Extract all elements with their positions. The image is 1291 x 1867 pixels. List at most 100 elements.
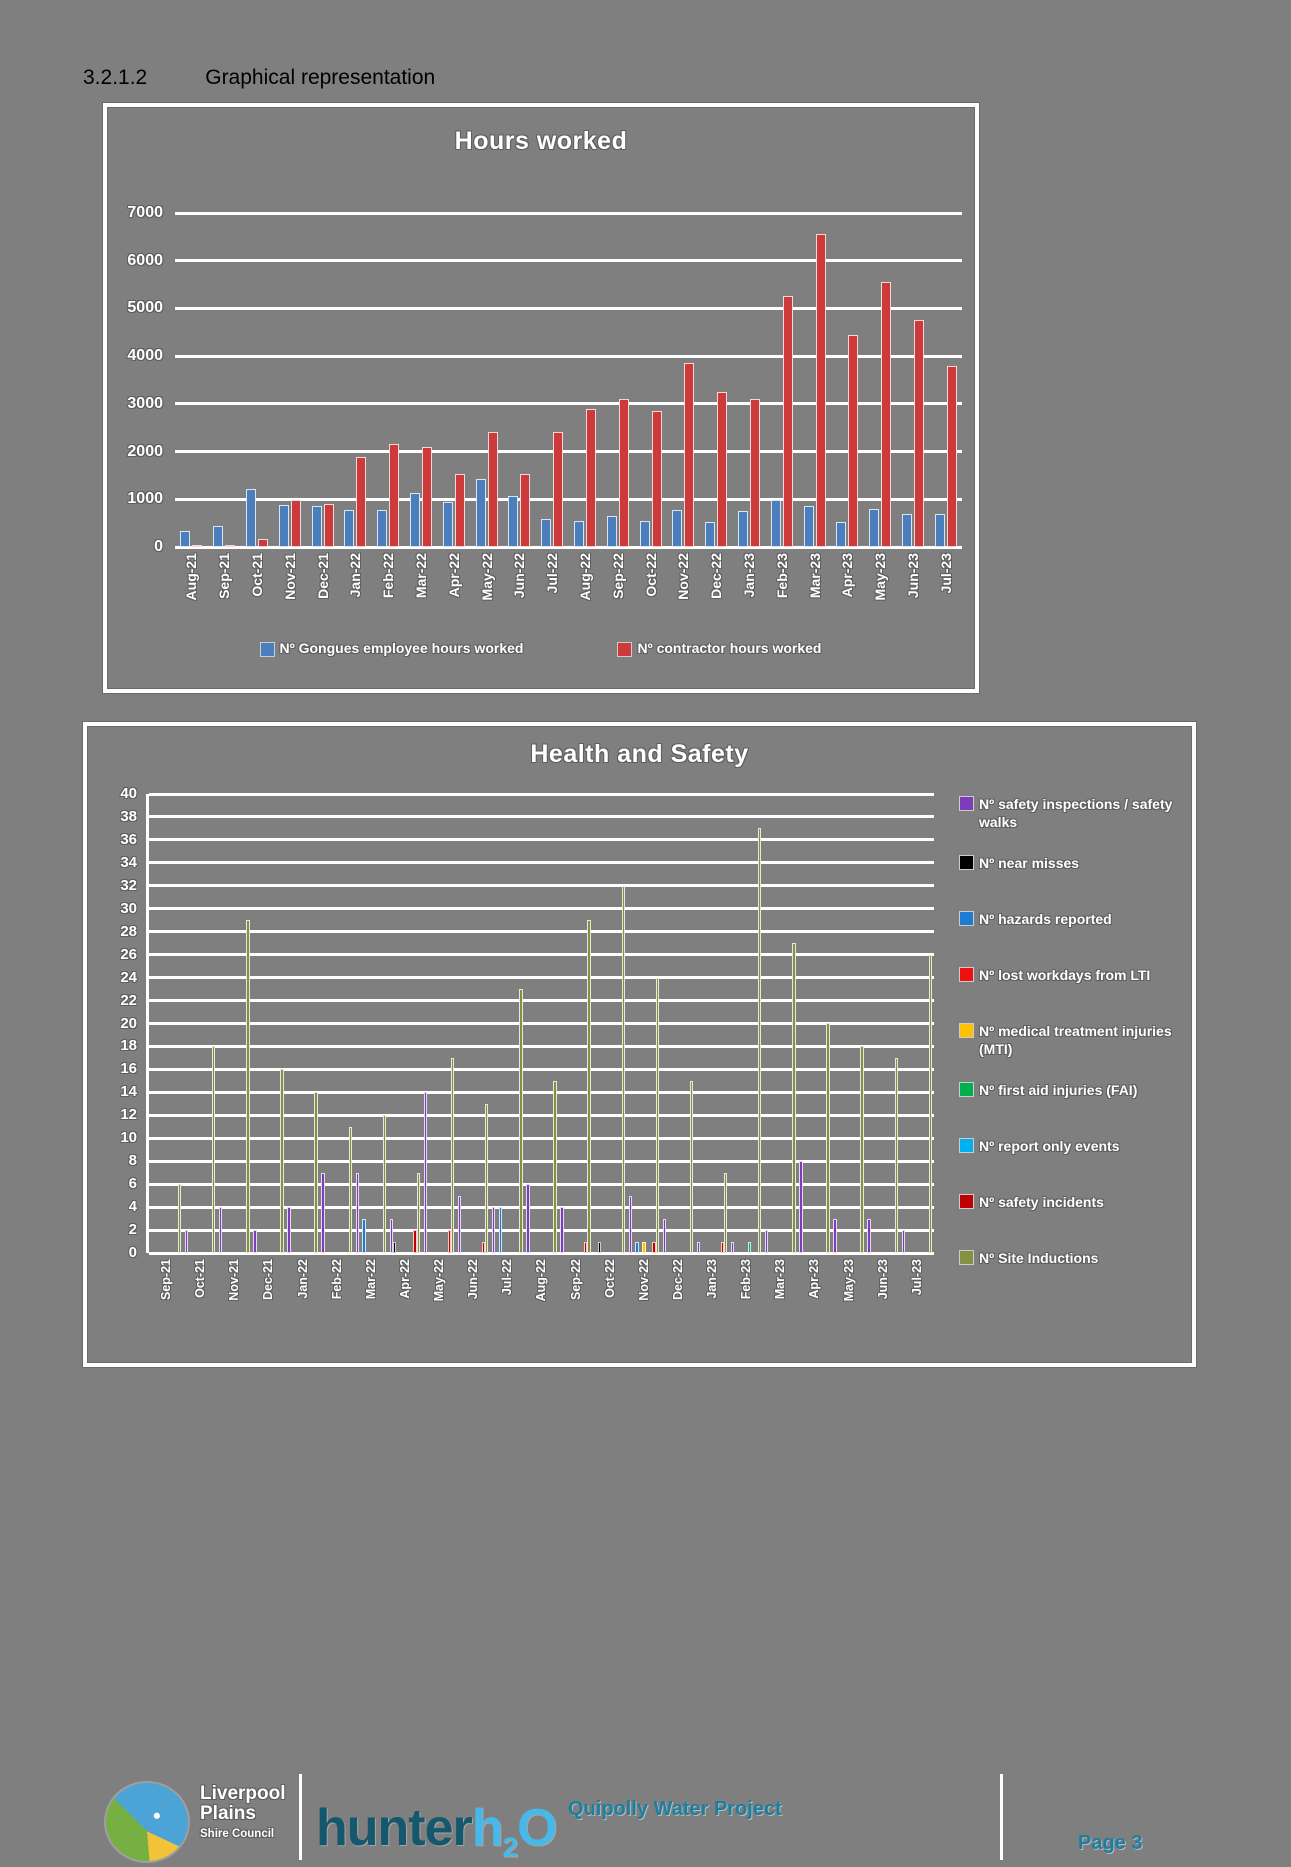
bar	[409, 493, 420, 547]
gridline	[175, 545, 962, 549]
bar-group	[866, 794, 900, 1253]
bar-group	[339, 213, 372, 547]
y-axis-tick-label: 4	[128, 1198, 137, 1216]
bar	[421, 447, 432, 547]
x-axis-label-cell: Oct-21	[241, 553, 274, 600]
x-axis-label-cell: Aug-22	[524, 1259, 558, 1301]
bar	[758, 828, 762, 1253]
bar	[860, 1046, 864, 1253]
x-axis-tick-label: Jun-23	[904, 553, 921, 599]
chart-title: Hours worked	[454, 127, 628, 155]
bar	[323, 504, 334, 547]
gridline	[149, 792, 934, 796]
bar	[720, 1242, 724, 1253]
bar-groups	[175, 213, 962, 547]
bar	[355, 1173, 359, 1253]
bar	[730, 1242, 735, 1253]
bar	[651, 411, 662, 547]
x-axis-label-cell: Oct-21	[183, 1259, 217, 1301]
bar	[245, 489, 256, 547]
section-number: 3.2.1.2	[83, 66, 148, 89]
bar	[573, 521, 584, 547]
gridline	[175, 259, 962, 263]
x-axis-tick-label: Dec-22	[708, 553, 725, 599]
x-axis-tick-label: Nov-21	[281, 553, 298, 600]
bar-group	[470, 213, 503, 547]
bar	[867, 1219, 871, 1253]
bar	[382, 1115, 387, 1253]
bar-group	[286, 794, 320, 1253]
bar	[290, 500, 301, 547]
gridline	[149, 1205, 934, 1209]
x-axis-labels: Aug-21 Sep-21 Oct-21 Nov-21 Dec-21 Jan-22 Feb-…	[175, 547, 962, 600]
bar	[826, 1023, 830, 1253]
x-axis-label-cell: Sep-22	[559, 1259, 593, 1301]
x-axis-tick-label: Jul-23	[909, 1259, 924, 1296]
y-axis-tick-label: 7000	[127, 204, 163, 221]
bar-group	[634, 213, 667, 547]
chart-legend: Nº Gongues employee hours worked Nº contr…	[107, 640, 975, 658]
bar	[662, 1219, 667, 1253]
gridline	[149, 1090, 934, 1094]
y-axis-tick-label: 6000	[127, 251, 163, 269]
gridline	[175, 450, 962, 454]
x-axis-label-cell: Oct-22	[593, 1259, 627, 1301]
bar	[377, 510, 388, 547]
legend-swatch	[260, 642, 274, 656]
x-axis-label-cell: Nov-22	[627, 1259, 661, 1301]
y-axis-tick-label: 28	[120, 922, 137, 940]
x-axis-tick-label: Jan-23	[740, 553, 757, 598]
x-axis-label-cell: Nov-21	[217, 1259, 251, 1301]
x-axis-tick-label: Apr-23	[807, 1259, 822, 1299]
x-axis-tick-label: May-23	[841, 1259, 856, 1302]
x-axis-tick-label: Oct-22	[642, 553, 659, 597]
legend-label: Nº Gongues employee hours worked	[279, 640, 524, 656]
bar	[321, 1173, 325, 1253]
bar	[628, 1196, 632, 1253]
bar	[799, 1161, 803, 1253]
bar	[508, 496, 519, 547]
y-axis-tick-label: 12	[120, 1106, 137, 1124]
y-axis-tick-label: 6	[128, 1175, 137, 1193]
bar	[587, 920, 591, 1253]
x-axis-label-cell: Jan-23	[695, 1259, 729, 1301]
y-axis-tick-label: 1000	[127, 490, 163, 508]
bar-group	[183, 794, 217, 1253]
x-axis-label-cell: Dec-22	[700, 553, 733, 600]
bar	[416, 1173, 421, 1253]
gridline	[149, 999, 934, 1003]
bar-group	[273, 213, 306, 547]
x-axis-label-cell: Mar-22	[354, 1259, 388, 1301]
gridline	[149, 907, 934, 911]
gridline	[149, 815, 934, 819]
y-axis-tick-label: 36	[120, 830, 137, 848]
bar-group	[763, 794, 797, 1253]
y-axis-tick-label: 22	[120, 991, 137, 1009]
gridline	[175, 354, 962, 358]
legend-swatch	[960, 856, 973, 869]
bar	[541, 519, 552, 547]
bar	[553, 432, 564, 547]
bar	[253, 1230, 257, 1253]
x-axis-tick-label: Jun-22	[511, 553, 528, 599]
bar	[618, 399, 629, 547]
x-axis-tick-label: Sep-21	[159, 1259, 174, 1300]
y-axis-tick-label: 26	[120, 945, 137, 963]
bar-group	[864, 213, 897, 547]
x-axis-tick-label: Jun-22	[466, 1259, 481, 1300]
x-axis-label-cell: Nov-22	[667, 553, 700, 600]
bar	[723, 1173, 728, 1253]
legend-label: Nº contractor hours worked	[637, 640, 822, 656]
legend-item: Nº Site Inductions	[960, 1250, 1182, 1282]
bar-group	[569, 213, 602, 547]
section-title: Graphical representation	[205, 66, 436, 89]
gridline	[149, 1251, 934, 1255]
bar	[177, 1184, 182, 1253]
bar	[848, 335, 859, 547]
x-axis-tick-label: Jul-22	[500, 1259, 515, 1296]
bar-group	[733, 213, 766, 547]
bar	[833, 1219, 837, 1253]
bar	[442, 502, 453, 547]
bar	[770, 500, 781, 547]
y-axis-tick-label: 8	[128, 1152, 137, 1170]
